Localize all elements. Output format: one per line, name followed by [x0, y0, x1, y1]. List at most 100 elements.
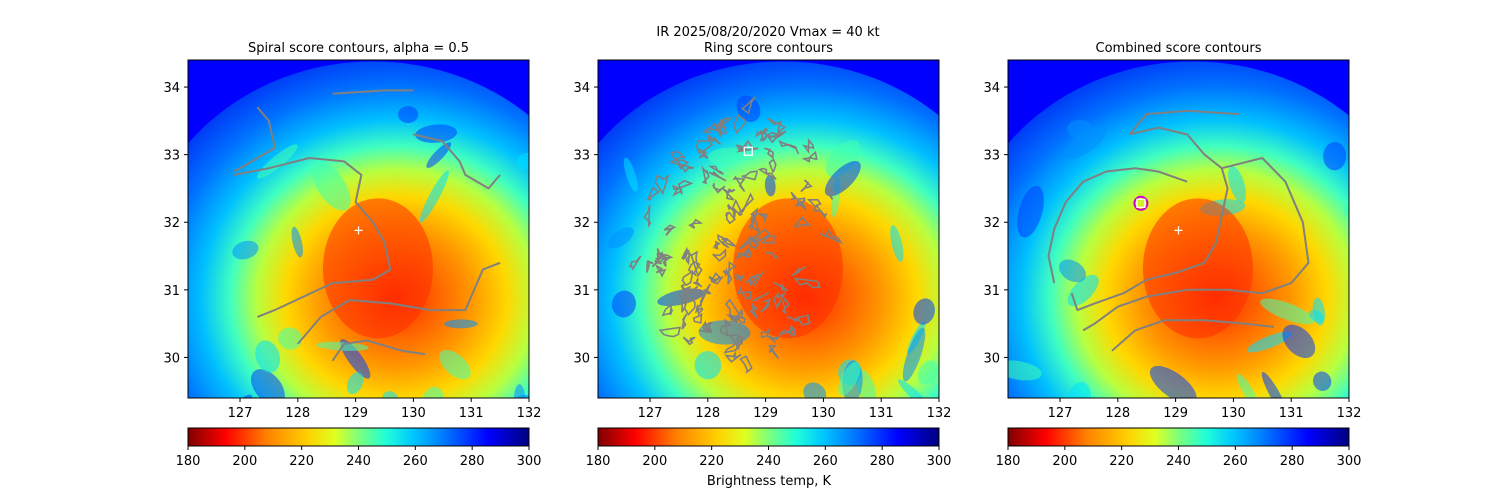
- score-contour: [756, 212, 768, 224]
- x-tick-label: 132: [1337, 406, 1362, 421]
- x-tick-label: 132: [927, 406, 952, 421]
- x-tick-label: 130: [811, 406, 836, 421]
- panel-combined: Combined score contours 127 128 129 130 131 13…: [983, 41, 1362, 469]
- cloud-band: [232, 240, 259, 260]
- center-marker: [354, 226, 363, 235]
- score-contour: [717, 234, 730, 249]
- score-contour: [680, 283, 690, 298]
- score-contour: [680, 292, 687, 313]
- cloud-band: [1228, 166, 1247, 203]
- score-contour: [721, 237, 737, 247]
- score-contour: [233, 106, 276, 173]
- score-contour: [767, 335, 781, 343]
- cloud-band: [707, 147, 744, 165]
- x-tick-label: 130: [401, 406, 426, 421]
- score-contour: [793, 277, 821, 289]
- score-contour: [767, 117, 787, 134]
- score-contour: [722, 267, 730, 277]
- score-contour: [645, 259, 654, 273]
- plot-area: [1008, 60, 1349, 398]
- x-tick-label: 129: [753, 406, 778, 421]
- axes-frame: [1007, 59, 1350, 399]
- score-contour: [706, 133, 722, 145]
- colorbar-tick-label: 240: [756, 454, 781, 469]
- cloud-band: [661, 399, 686, 424]
- score-contour: [682, 336, 696, 346]
- score-contour: [703, 289, 712, 295]
- score-contour: [806, 199, 822, 207]
- colorbar-tick-label: 200: [642, 454, 667, 469]
- score-contour: [751, 291, 770, 302]
- score-contour: [711, 272, 721, 283]
- colorbar-tick-label: 240: [1166, 454, 1191, 469]
- score-contour: [744, 276, 759, 287]
- score-contour: [768, 344, 780, 360]
- colorbar-label: Brightness temp, K: [707, 474, 832, 489]
- x-tick-label: 132: [517, 406, 542, 421]
- score-contour: [759, 129, 769, 143]
- score-contour: [736, 285, 752, 300]
- colorbar-tick-label: 280: [460, 454, 485, 469]
- score-contour: [826, 186, 835, 200]
- colorbar-tick-label: 180: [996, 454, 1021, 469]
- cloud-band: [255, 340, 281, 373]
- score-contour: [687, 260, 701, 277]
- score-contour: [1047, 167, 1188, 284]
- score-contour: [1070, 126, 1229, 312]
- cloud-band: [917, 360, 939, 385]
- score-contour: [716, 119, 725, 128]
- panel-spiral: Spiral score contours, alpha = 0.5 127 128…: [163, 41, 542, 469]
- score-contour: [760, 328, 770, 339]
- y-tick-label: 34: [573, 81, 590, 96]
- score-contour: [297, 261, 501, 345]
- cloud-band: [439, 349, 471, 380]
- score-contour: [672, 179, 694, 197]
- cloud-band: [607, 227, 634, 249]
- x-tick-label: 129: [1163, 406, 1188, 421]
- cloud-band: [278, 327, 303, 350]
- cloud-band: [1282, 324, 1316, 359]
- cloud-band: [291, 226, 303, 258]
- colorbar: [187, 427, 530, 447]
- score-contour: [757, 167, 777, 180]
- score-contour: [690, 250, 703, 278]
- cloud-band: [966, 308, 987, 354]
- colorbar-tick-label: 220: [1109, 454, 1134, 469]
- score-contour: [791, 265, 807, 277]
- circle-marker: [1133, 195, 1149, 211]
- panel-title: Ring score contours: [704, 41, 833, 56]
- score-contour: [748, 210, 761, 235]
- y-tick-label: 33: [163, 149, 180, 164]
- y-tick-label: 30: [983, 351, 1000, 366]
- score-contour: [661, 302, 674, 317]
- score-contour: [331, 339, 426, 362]
- score-contour: [332, 89, 414, 95]
- cloud-band: [1348, 213, 1349, 239]
- score-contour: [646, 186, 661, 201]
- score-contour: [681, 269, 694, 287]
- cold-cloud-top: [1142, 198, 1253, 339]
- cloud-band: [1067, 274, 1099, 307]
- score-contour: [768, 158, 777, 174]
- score-contour: [663, 224, 677, 237]
- score-contour: [746, 237, 759, 250]
- cloud-band: [1067, 381, 1091, 398]
- cloud-band: [312, 162, 351, 211]
- score-contour: [681, 313, 688, 330]
- cloud-band: [420, 386, 445, 398]
- cloud-band: [803, 382, 827, 398]
- score-contour: [734, 273, 745, 282]
- colorbar-tick-label: 280: [870, 454, 895, 469]
- x-tick-label: 127: [1048, 406, 1073, 421]
- cloud-band: [1323, 142, 1347, 171]
- square-marker: [1136, 198, 1146, 208]
- score-contour: [735, 250, 753, 260]
- score-contour: [693, 277, 703, 288]
- x-tick-label: 128: [285, 406, 310, 421]
- score-contour: [793, 216, 812, 228]
- colorbar-tick-label: 260: [403, 454, 428, 469]
- axes-frame: [187, 59, 530, 399]
- colorbar-tick-label: 240: [346, 454, 371, 469]
- x-tick-label: 131: [459, 406, 484, 421]
- colorbar-tick-label: 200: [1052, 454, 1077, 469]
